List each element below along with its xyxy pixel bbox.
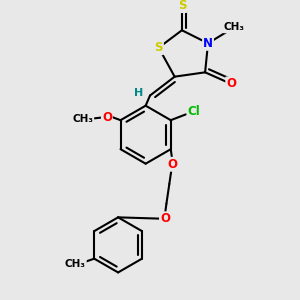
Text: O: O [226,77,236,90]
Text: Cl: Cl [188,105,200,118]
Text: CH₃: CH₃ [65,260,86,269]
Text: CH₃: CH₃ [224,22,244,32]
Text: O: O [160,212,170,225]
Text: O: O [102,111,112,124]
Text: S: S [178,0,186,12]
Text: CH₃: CH₃ [72,114,93,124]
Text: H: H [134,88,144,98]
Text: O: O [167,158,177,171]
Text: S: S [154,41,163,54]
Text: N: N [203,37,213,50]
